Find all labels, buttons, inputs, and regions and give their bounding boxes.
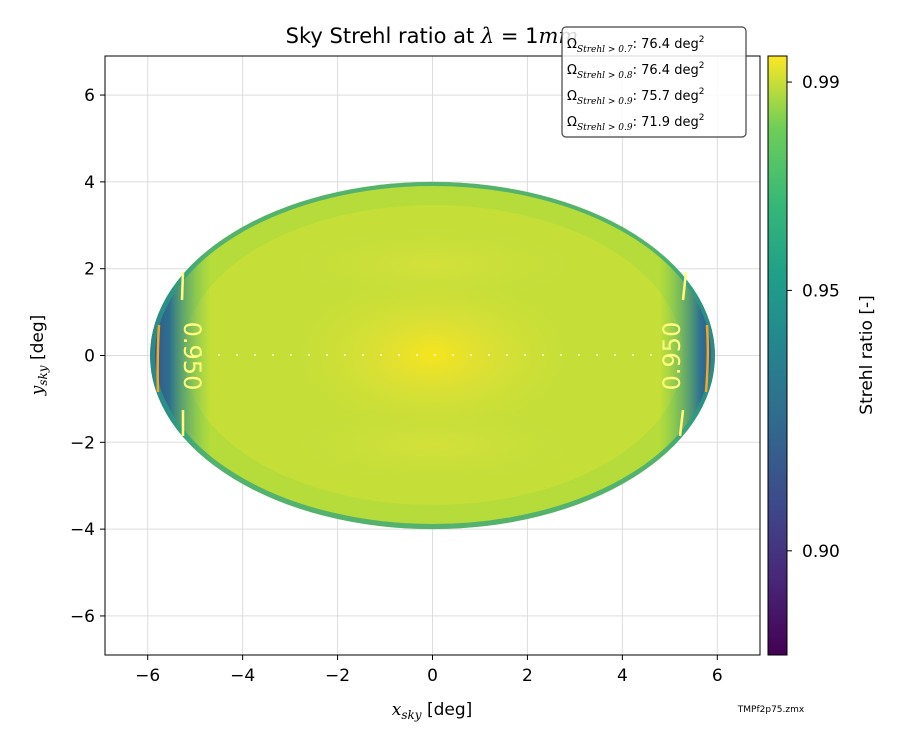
chart-title: Sky Strehl ratio at λ = 1mm (286, 24, 579, 48)
x-tick-label: −4 (230, 666, 255, 686)
title-lambda: λ (480, 24, 494, 48)
colorbar: 0.90 0.95 0.99 Strehl ratio [-] (767, 55, 877, 656)
y-tick-label: −2 (70, 433, 95, 453)
x-ticks: −6 −4 −2 0 2 4 6 (135, 655, 723, 686)
y-axis-sym: y (28, 385, 48, 396)
x-axis-sym: x (392, 700, 402, 720)
legend-entry: ΩStrehl > 0.8: 76.4 deg2 (567, 61, 704, 81)
y-tick-label: 6 (84, 86, 95, 106)
legend: ΩStrehl > 0.7: 76.4 deg2 ΩStrehl > 0.8: 7… (561, 26, 747, 138)
footnote-filename: TMPf2p75.zmx (737, 705, 805, 715)
colorbar-gradient (767, 55, 788, 656)
y-axis-unit: [deg] (28, 315, 48, 366)
y-axis-sub: sky (36, 365, 50, 385)
x-tick-label: −6 (135, 666, 160, 686)
legend-entry: ΩStrehl > 0.9: 71.9 deg2 (567, 113, 704, 133)
x-tick-label: 6 (712, 666, 723, 686)
contour-label-right: 0.950 (658, 322, 686, 391)
title-prefix: Sky Strehl ratio at (286, 24, 481, 48)
y-tick-label: 0 (84, 347, 95, 367)
contour-label-left: 0.950 (178, 322, 206, 391)
y-axis-label: ysky [deg] (28, 315, 50, 397)
x-tick-label: 2 (522, 666, 533, 686)
colorbar-label: Strehl ratio [-] (857, 295, 877, 414)
colorbar-tick-label: 0.90 (802, 542, 840, 562)
x-axis-unit: [deg] (422, 700, 473, 720)
y-tick-label: 2 (84, 260, 95, 280)
x-tick-label: 0 (427, 666, 438, 686)
title-eq: = 1 (494, 24, 538, 48)
x-tick-label: 4 (617, 666, 628, 686)
colorbar-tick-label: 0.99 (802, 73, 840, 93)
x-axis-label: xsky [deg] (392, 700, 473, 722)
x-tick-label: −2 (325, 666, 350, 686)
y-tick-label: 4 (84, 173, 95, 193)
y-tick-label: −6 (70, 607, 95, 627)
y-ticks: −6 −4 −2 0 2 4 6 (70, 86, 105, 627)
x-axis-sub: sky (401, 708, 421, 722)
legend-entry: ΩStrehl > 0.9: 75.7 deg2 (567, 87, 704, 107)
legend-entry: ΩStrehl > 0.7: 76.4 deg2 (567, 35, 704, 55)
contour-0950-left (180, 271, 688, 437)
strehl-field (150, 181, 715, 530)
y-tick-label: −4 (70, 520, 95, 540)
colorbar-tick-label: 0.95 (802, 281, 840, 301)
legend-box (561, 26, 747, 138)
contour-orange (156, 324, 710, 393)
